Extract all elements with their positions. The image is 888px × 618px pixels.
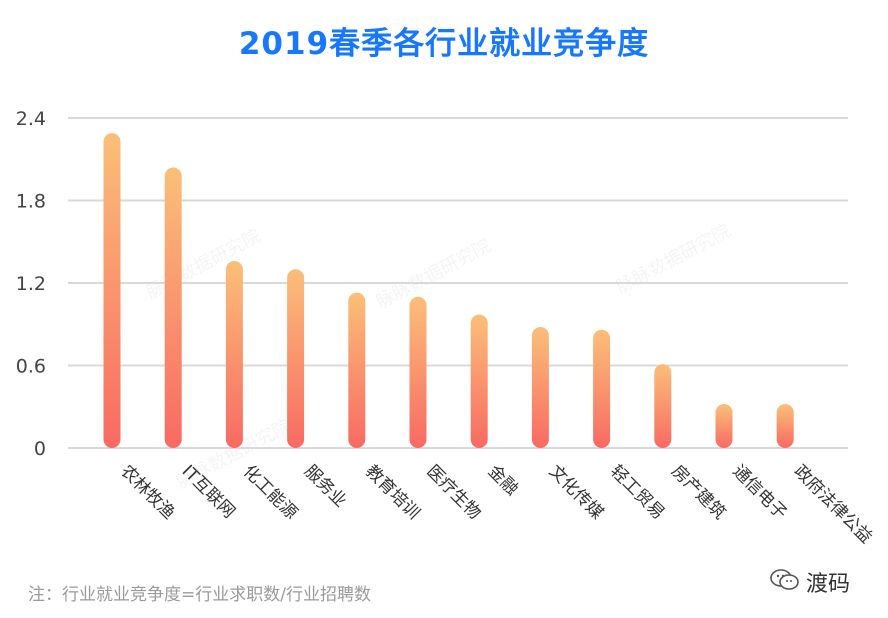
x-tick-label: 服务业	[300, 461, 350, 511]
x-tick-label: 农林牧渔	[116, 461, 178, 523]
bar	[531, 327, 549, 448]
y-tick-label: 2.4	[16, 108, 46, 130]
y-tick-label: 0	[34, 438, 46, 460]
x-tick-label: 医疗生物	[422, 461, 484, 523]
bar	[593, 329, 611, 448]
brand-name: 渡码	[806, 572, 851, 597]
x-tick-label: 文化传媒	[545, 461, 607, 523]
x-tick-label: 化工能源	[239, 461, 301, 523]
bar	[715, 404, 733, 448]
chart-title: 2019春季各行业就业竞争度	[238, 26, 650, 62]
bar	[348, 292, 366, 448]
bar	[409, 296, 427, 448]
x-tick-label: 房产建筑	[667, 461, 729, 523]
bar	[470, 314, 488, 448]
gridlines	[68, 117, 848, 449]
y-tick-label: 0.6	[16, 356, 46, 378]
bar	[776, 404, 794, 448]
bars	[103, 133, 794, 448]
x-tick-label: 金融	[484, 461, 522, 499]
bar	[654, 364, 672, 448]
bar	[164, 167, 182, 448]
wechat-icon	[770, 568, 800, 596]
y-axis-tick-labels: 0 0.6 1.2 1.8 2.4	[16, 108, 46, 460]
bar	[287, 269, 305, 448]
x-tick-label: 教育培训	[361, 461, 423, 523]
x-tick-label: 通信电子	[728, 461, 790, 523]
bar	[225, 261, 243, 448]
brand: 渡码	[770, 566, 850, 598]
bar	[103, 133, 121, 448]
x-tick-label: 政府法律公益	[790, 461, 876, 547]
y-tick-label: 1.8	[16, 191, 46, 213]
x-tick-label: 轻工贸易	[606, 461, 668, 523]
y-tick-label: 1.2	[16, 273, 46, 295]
footnote: 注：行业就业竞争度=行业求职数/行业招聘数	[28, 585, 371, 605]
x-tick-label: IT互联网	[178, 461, 239, 522]
